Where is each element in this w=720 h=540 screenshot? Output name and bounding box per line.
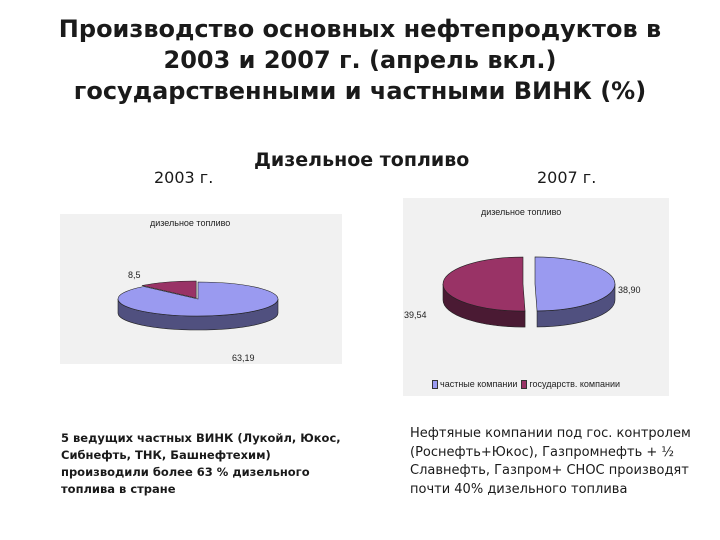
title-line: государственными и частными ВИНК (%)	[73, 77, 647, 105]
pie-chart-2007: дизельное топливо 38,90 39,54	[404, 207, 641, 328]
data-label-state: 39,54	[404, 310, 427, 320]
legend-label: государств. компании	[529, 379, 620, 389]
slice-private	[117, 281, 279, 331]
note-state-companies: Нефтяные компании под гос. контролем (Ро…	[410, 426, 691, 497]
slice-state	[141, 280, 197, 299]
year-label-2003: 2003 г.	[154, 168, 214, 187]
legend-swatch	[432, 379, 438, 389]
slide-title: Производство основных нефтепродуктов в 2…	[0, 14, 720, 107]
slice-state-top	[141, 280, 197, 299]
data-label-private: 63,19	[232, 353, 255, 363]
slide-subtitle: Дизельное топливо	[254, 149, 470, 171]
chart-panel-2003: дизельное топливо 8,5 63,19	[60, 214, 342, 364]
legend-swatch	[521, 379, 528, 389]
slice-private	[534, 256, 616, 328]
pie-group	[442, 256, 616, 328]
pie-chart-2003: дизельное топливо 8,5 63,19	[117, 218, 279, 363]
legend-item-state: государств. компании	[521, 379, 620, 389]
data-label-private: 38,90	[618, 285, 641, 295]
slice-private-top	[534, 256, 616, 312]
title-line: Производство основных нефтепродуктов в	[58, 15, 662, 43]
year-label-2007: 2007 г.	[537, 168, 597, 187]
title-line: 2003 и 2007 г. (апрель вкл.)	[163, 46, 557, 74]
pie-group	[117, 280, 279, 331]
chart-title: дизельное топливо	[150, 218, 230, 228]
chart-title: дизельное топливо	[481, 207, 561, 217]
slice-private-top	[117, 281, 279, 317]
legend-item-private: частные компании	[432, 379, 517, 389]
note-private-companies: 5 ведущих частных ВИНК (Лукойл, Юкос, Си…	[61, 431, 341, 496]
slice-state-top	[442, 256, 526, 312]
legend-label: частные компании	[440, 379, 518, 389]
chart-panel-2007: дизельное топливо 38,90 39,54 частные ко…	[403, 198, 669, 396]
data-label-state: 8,5	[128, 270, 141, 280]
chart-legend: частные компании государств. компании	[432, 379, 624, 389]
slice-state	[442, 256, 526, 328]
